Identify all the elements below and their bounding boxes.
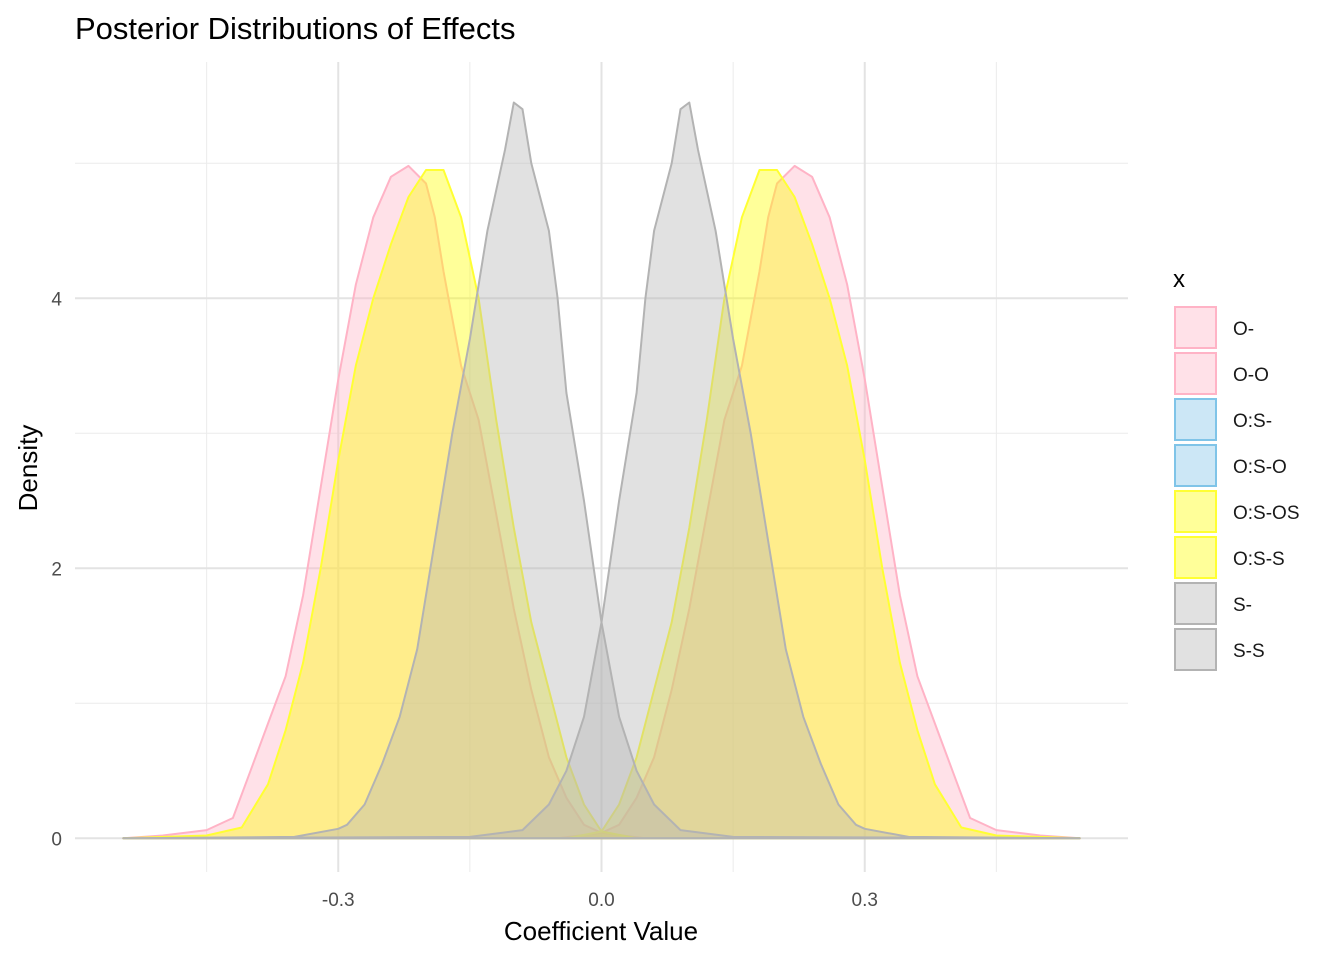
legend: x O- O-O O:S- O:S-O O:S-OS O:S-S S- S-S — [1173, 266, 1300, 671]
density-area-4 — [122, 169, 1081, 840]
legend-key — [1174, 306, 1217, 349]
y-tick-label: 2 — [51, 559, 62, 580]
density-area-5 — [122, 169, 1081, 840]
x-tick-label: 0.3 — [852, 890, 878, 911]
legend-label: O:S- — [1233, 411, 1272, 432]
density-area-7 — [122, 101, 1081, 840]
density-area-0 — [122, 164, 1081, 840]
density-area-6 — [122, 101, 1081, 840]
legend-key — [1174, 582, 1217, 625]
x-tick-labels: -0.3 0.0 0.3 — [322, 890, 878, 911]
legend-label: S-S — [1233, 641, 1265, 662]
legend-label: O:S-OS — [1233, 503, 1300, 524]
legend-title: x — [1173, 266, 1185, 293]
y-axis-title: Density — [13, 425, 43, 512]
legend-key — [1174, 536, 1217, 579]
chart-title: Posterior Distributions of Effects — [75, 11, 516, 46]
legend-label: S- — [1233, 595, 1252, 616]
y-tick-label: 4 — [51, 289, 62, 310]
density-areas — [122, 101, 1081, 840]
legend-key — [1174, 490, 1217, 533]
y-tick-labels: 0 2 4 — [51, 289, 62, 850]
legend-label: O:S-O — [1233, 457, 1287, 478]
legend-key — [1174, 398, 1217, 441]
x-axis-title: Coefficient Value — [504, 916, 698, 946]
legend-label: O-O — [1233, 365, 1269, 386]
y-tick-label: 0 — [51, 829, 62, 850]
legend-key — [1174, 352, 1217, 395]
legend-label: O:S-S — [1233, 549, 1285, 570]
legend-key — [1174, 628, 1217, 671]
x-tick-label: -0.3 — [322, 890, 355, 911]
x-tick-label: 0.0 — [588, 890, 614, 911]
legend-key — [1174, 444, 1217, 487]
density-area-1 — [122, 164, 1081, 840]
legend-label: O- — [1233, 319, 1254, 340]
